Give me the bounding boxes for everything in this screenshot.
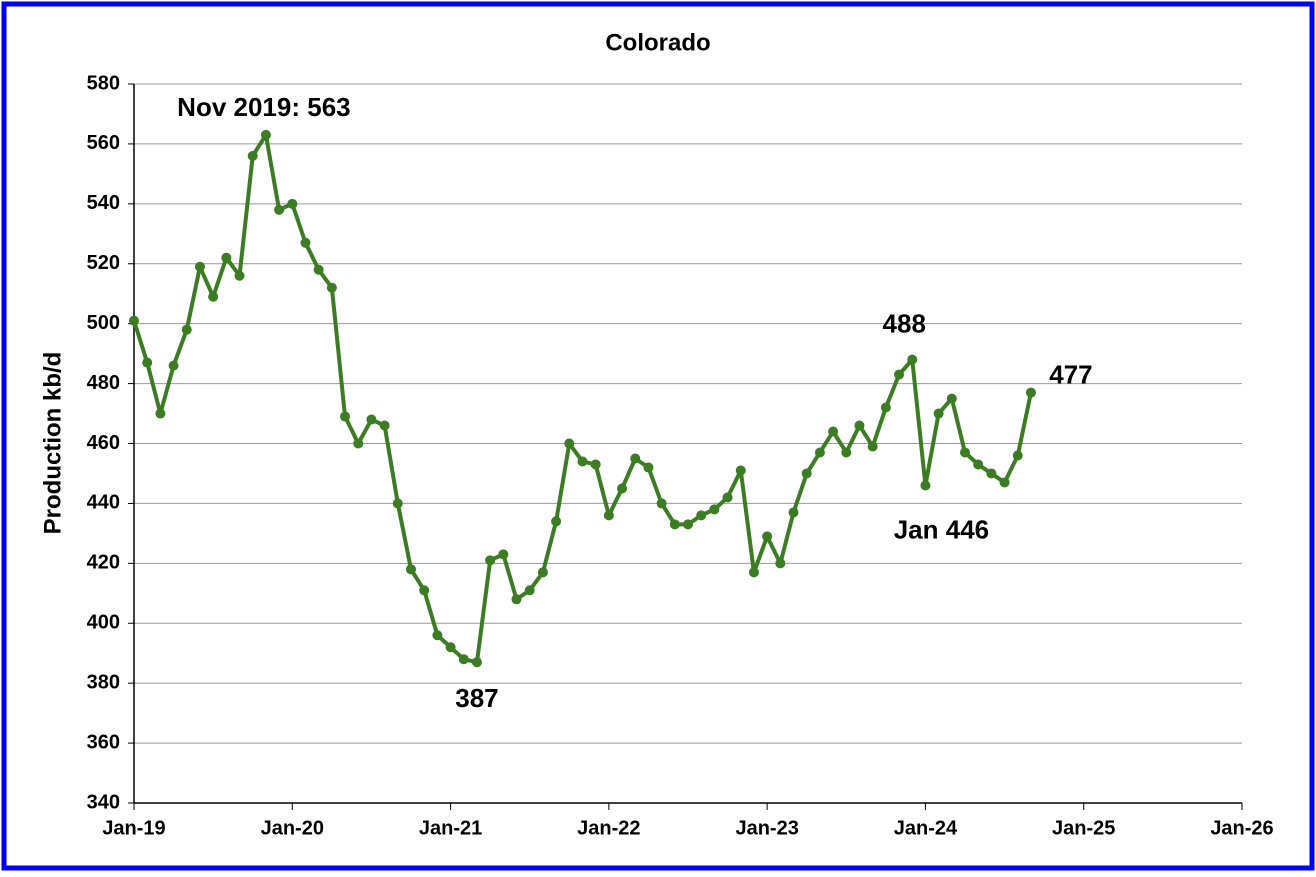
y-tick-label: 400	[87, 612, 120, 634]
data-point	[168, 360, 179, 371]
x-tick-label: Jan-24	[894, 817, 958, 839]
data-point	[867, 441, 878, 452]
data-point	[366, 414, 377, 425]
data-point	[696, 510, 707, 521]
data-point	[485, 555, 496, 566]
data-point	[854, 420, 865, 431]
data-point	[340, 411, 351, 422]
x-tick-label: Jan-21	[419, 817, 482, 839]
data-point	[946, 393, 957, 404]
y-tick-label: 440	[87, 492, 120, 514]
data-point	[907, 354, 918, 365]
data-point	[801, 468, 812, 479]
data-point	[960, 447, 970, 458]
data-point	[471, 657, 482, 668]
data-point	[379, 420, 390, 431]
data-point	[326, 282, 337, 293]
data-point	[142, 357, 153, 368]
data-point	[498, 549, 509, 560]
data-point	[221, 252, 232, 263]
x-tick-label: Jan-22	[577, 817, 640, 839]
x-tick-label: Jan-26	[1210, 817, 1273, 839]
data-point	[551, 516, 562, 527]
data-point	[920, 480, 931, 491]
data-point	[973, 459, 984, 470]
data-point	[419, 585, 430, 596]
data-point	[445, 642, 456, 653]
annotation: 488	[883, 308, 926, 338]
data-point	[155, 408, 166, 419]
data-point	[643, 462, 654, 473]
data-point	[590, 459, 601, 470]
y-tick-label: 480	[87, 372, 120, 394]
data-point	[656, 498, 667, 509]
y-tick-label: 520	[87, 252, 120, 274]
x-tick-label: Jan-25	[1052, 817, 1115, 839]
data-point	[1012, 450, 1023, 461]
data-point	[511, 594, 522, 605]
y-tick-label: 580	[87, 72, 120, 94]
annotation: 387	[455, 683, 498, 713]
chart-title: Colorado	[605, 29, 710, 56]
data-point	[775, 558, 786, 569]
data-point	[722, 492, 733, 503]
data-point	[260, 129, 271, 140]
data-point	[406, 564, 416, 575]
data-point	[353, 438, 364, 449]
data-point	[208, 291, 219, 302]
data-point	[564, 438, 575, 449]
data-point	[392, 498, 403, 509]
data-point	[617, 483, 628, 494]
data-point	[814, 447, 825, 458]
data-point	[432, 630, 443, 641]
x-tick-label: Jan-23	[735, 817, 798, 839]
data-point	[234, 270, 245, 281]
data-point	[709, 504, 720, 515]
data-point	[313, 264, 324, 275]
y-tick-label: 420	[87, 552, 120, 574]
data-point	[788, 507, 799, 518]
data-point	[300, 237, 311, 248]
data-point	[880, 402, 891, 413]
data-point	[748, 567, 759, 578]
data-point	[194, 261, 205, 272]
data-point	[181, 324, 192, 335]
y-tick-label: 560	[87, 132, 120, 154]
data-point	[986, 468, 997, 479]
data-point	[630, 453, 641, 464]
data-point	[458, 654, 469, 665]
y-tick-label: 460	[87, 432, 120, 454]
annotation: 477	[1049, 359, 1092, 389]
y-tick-label: 540	[87, 192, 120, 214]
data-point	[537, 567, 548, 578]
data-point	[524, 585, 535, 596]
y-tick-label: 500	[87, 312, 120, 334]
data-point	[577, 456, 588, 467]
data-point	[129, 315, 139, 326]
data-point	[933, 408, 944, 419]
data-point	[669, 519, 680, 530]
annotation: Nov 2019: 563	[177, 92, 350, 122]
data-point	[683, 519, 693, 530]
y-tick-label: 380	[87, 671, 120, 693]
x-tick-label: Jan-19	[102, 817, 165, 839]
y-tick-label: 340	[87, 791, 120, 813]
data-point	[1025, 387, 1036, 398]
data-point	[274, 204, 285, 215]
y-tick-label: 360	[87, 731, 120, 753]
x-tick-label: Jan-20	[261, 817, 324, 839]
data-point	[999, 477, 1010, 488]
data-point	[287, 198, 298, 209]
annotation: Jan 446	[894, 514, 989, 544]
data-point	[762, 531, 773, 542]
y-axis-label: Production kb/d	[39, 352, 66, 535]
data-point	[735, 465, 746, 476]
data-point	[603, 510, 614, 521]
data-point	[841, 447, 852, 458]
data-point	[828, 426, 839, 437]
data-point	[894, 369, 905, 380]
data-point	[247, 150, 258, 161]
